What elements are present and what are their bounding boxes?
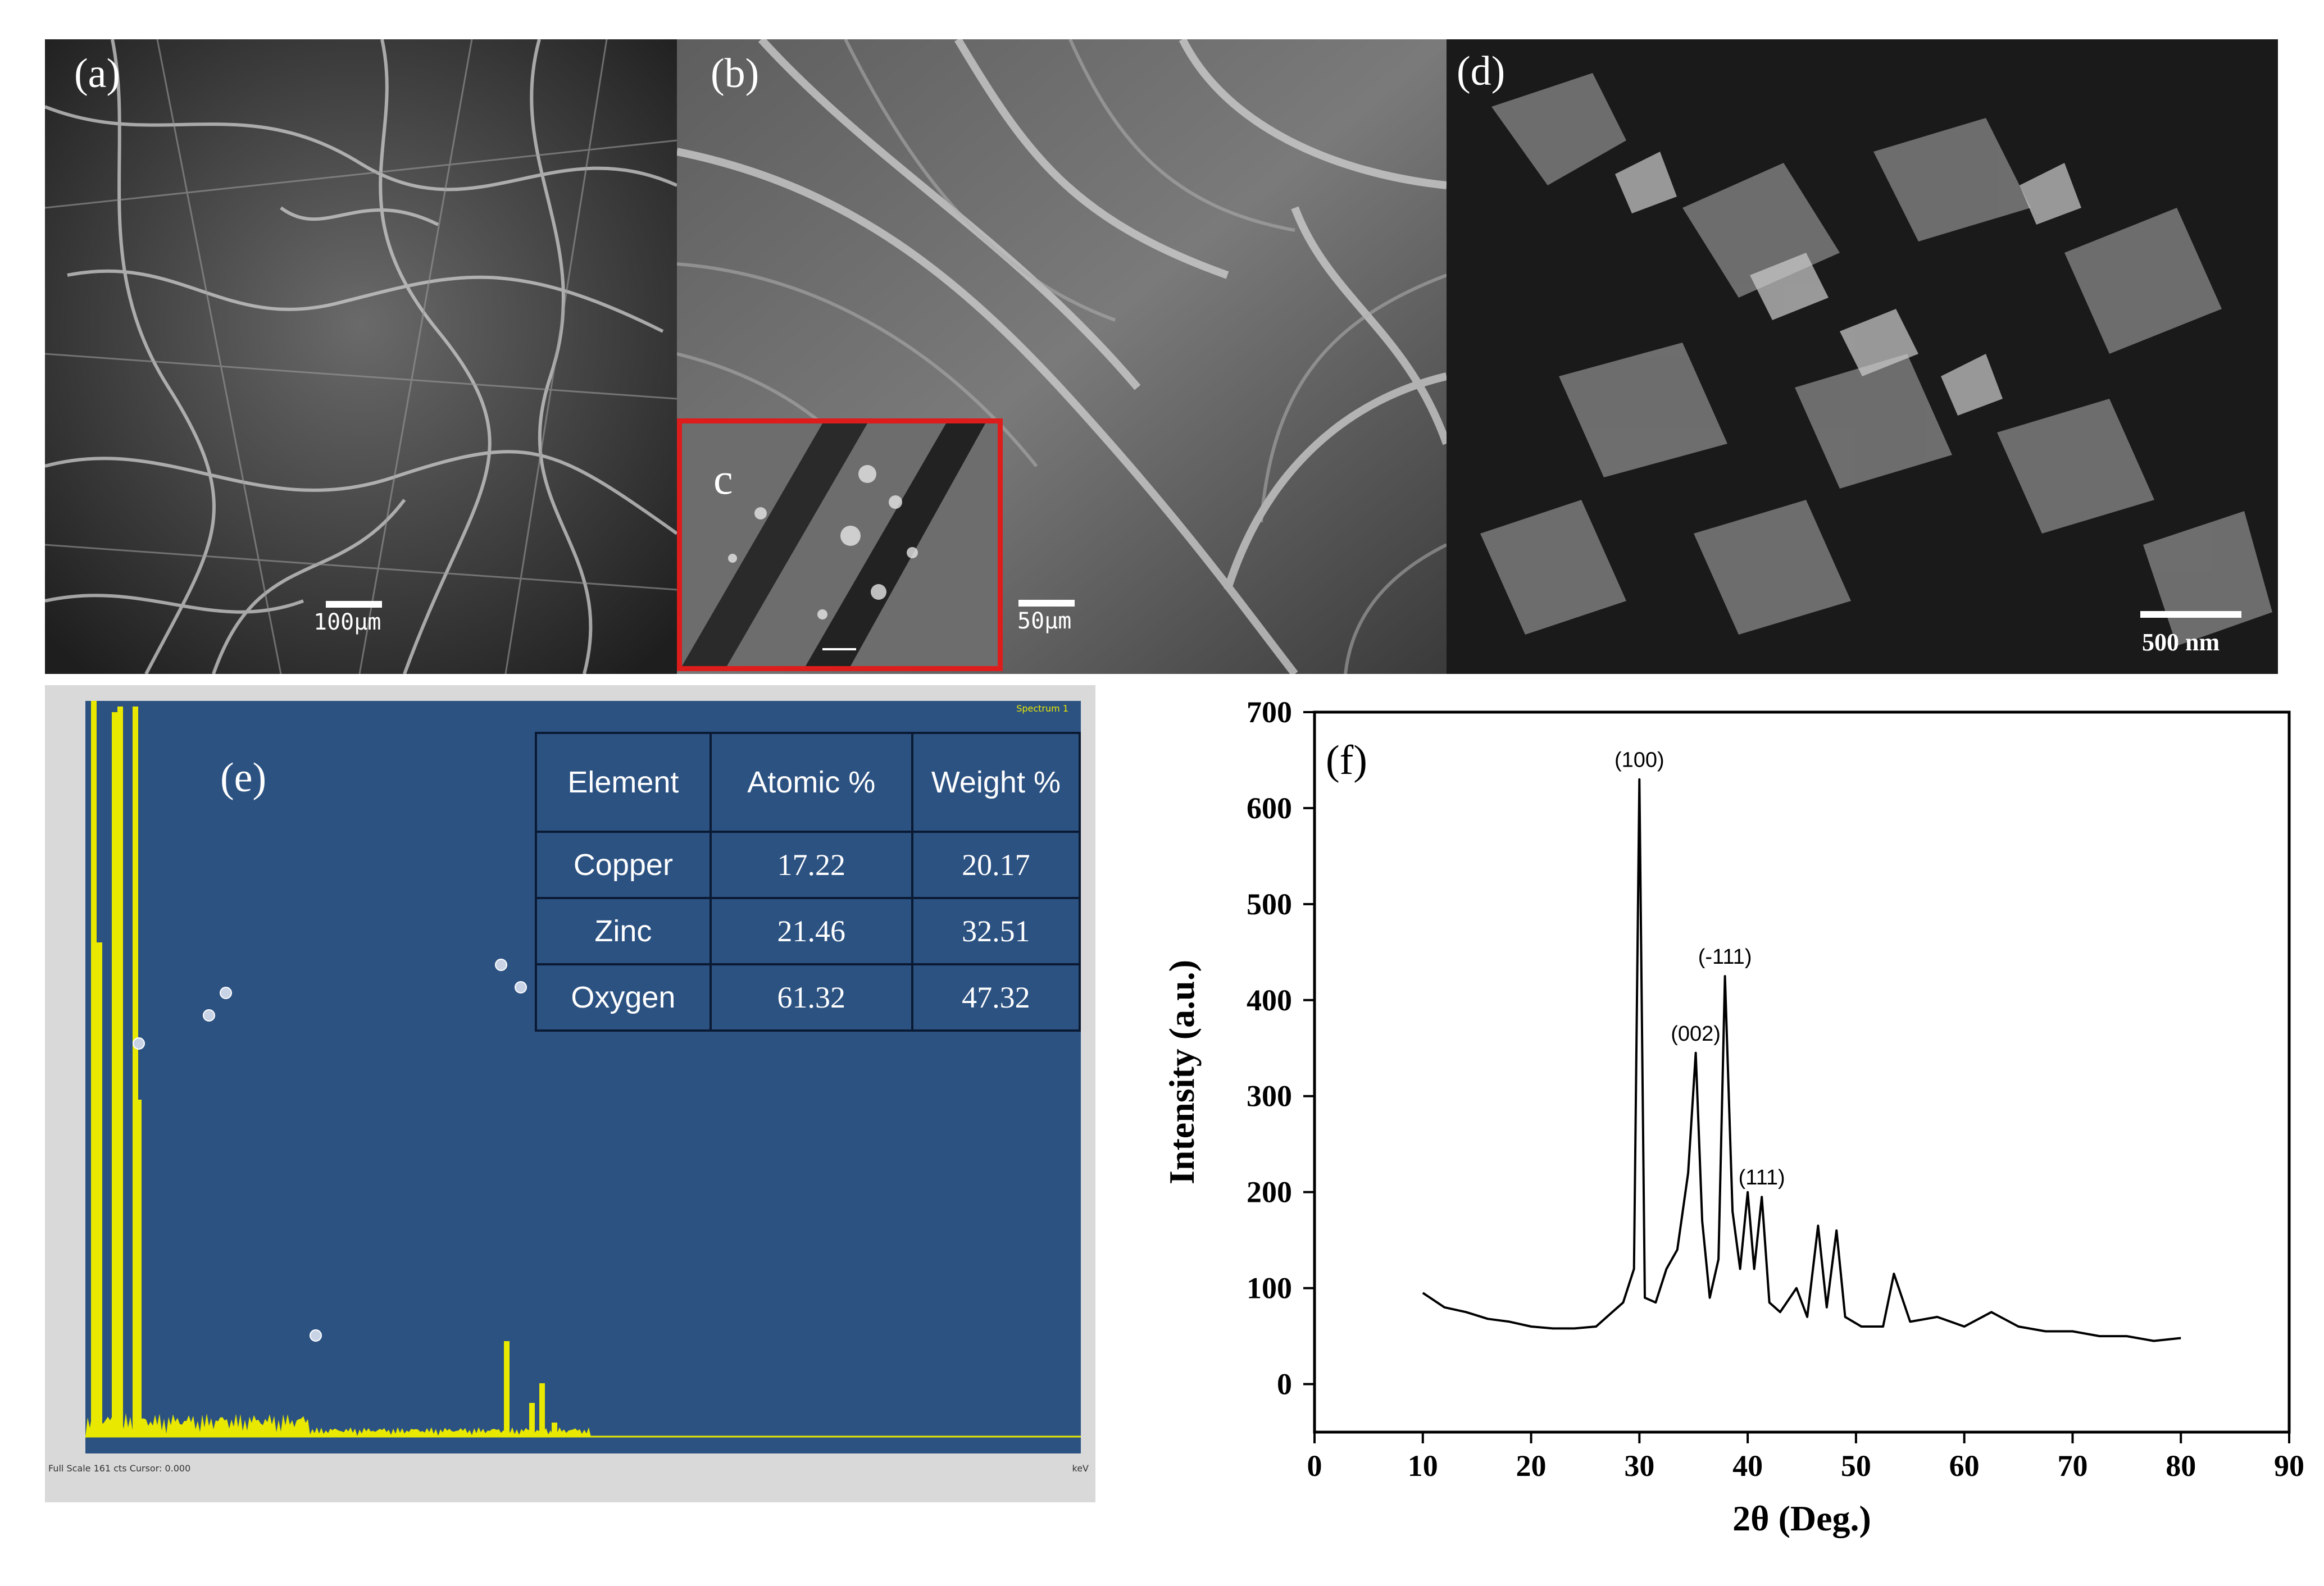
eds-footer: Full Scale 161 cts Cursor: 0.000 — [48, 1463, 191, 1474]
eds-unit: keV — [1072, 1463, 1089, 1474]
panel-label-d: (d) — [1457, 48, 1506, 94]
cell-atomic: 21.46 — [709, 897, 913, 965]
eds-peak — [97, 942, 102, 1437]
sem-image-b: (b) 50μm — [677, 39, 1447, 674]
scale-bar-c — [822, 648, 856, 650]
panel-label-e: (e) — [220, 755, 267, 801]
eds-peak — [91, 701, 97, 1437]
y-tick-label: 300 — [1247, 1079, 1292, 1113]
eds-peak — [529, 1403, 535, 1437]
x-tick-label: 80 — [2166, 1449, 2196, 1483]
x-tick-label: 0 — [1307, 1449, 1322, 1483]
plot-frame — [1313, 710, 2291, 1434]
sem-image-a: (a) 100μm — [45, 39, 677, 674]
table-row: Zinc 21.46 32.51 — [535, 897, 1081, 965]
eds-baseline — [85, 1413, 591, 1437]
y-tick-label: 100 — [1247, 1271, 1292, 1305]
y-tick-label: 500 — [1247, 887, 1292, 921]
xrd-plot: 0 10 20 30 40 50 60 70 80 90 0 100 200 300 400 500 600 70… — [1162, 695, 2304, 1538]
y-axis-label: Intensity (a.u.) — [1162, 960, 1202, 1184]
cell-element: Zinc — [535, 897, 712, 965]
y-tick-label: 700 — [1247, 695, 1292, 729]
x-tick-label: 10 — [1408, 1449, 1438, 1483]
scale-label-d: 500 nm — [2142, 628, 2220, 656]
eds-peak — [112, 712, 117, 1437]
eds-marker-icon — [203, 1009, 215, 1022]
eds-marker-icon — [310, 1329, 322, 1342]
cell-atomic: 61.32 — [709, 963, 913, 1032]
y-tick-label: 0 — [1277, 1368, 1292, 1401]
cell-element: Copper — [535, 831, 712, 899]
fiber-texture-a — [45, 39, 677, 674]
xrd-series-line — [1422, 778, 2181, 1342]
peak-annotation: (-111) — [1698, 945, 1752, 969]
x-tick-label: 30 — [1624, 1449, 1654, 1483]
eds-plot-area: Spectrum 1 (e) Element Atomic % Weight %… — [85, 701, 1081, 1453]
eds-spectrum-label: Spectrum 1 — [1016, 703, 1068, 714]
inset-texture-c — [682, 423, 998, 666]
cell-weight: 47.32 — [911, 963, 1081, 1032]
eds-marker-icon — [133, 1037, 145, 1050]
flake-texture-d — [1447, 39, 2278, 674]
scale-bar-b — [1018, 600, 1075, 607]
cell-weight: 20.17 — [911, 831, 1081, 899]
scale-label-a: 100μm — [313, 609, 381, 635]
eds-spectrum — [85, 701, 1081, 1438]
eds-peak — [133, 707, 138, 1437]
y-tick-label: 600 — [1247, 791, 1292, 825]
eds-peak — [539, 1383, 545, 1437]
eds-peak — [504, 1341, 510, 1437]
eds-spectrum-panel: Spectrum 1 (e) Element Atomic % Weight %… — [45, 685, 1095, 1502]
x-tick-label: 60 — [1949, 1449, 1980, 1483]
header-atomic: Atomic % — [709, 732, 913, 833]
xrd-chart: 0 10 20 30 40 50 60 70 80 90 0 100 200 300 400 500 600 70… — [1140, 685, 2324, 1586]
cell-element: Oxygen — [535, 963, 712, 1032]
header-weight: Weight % — [911, 732, 1081, 833]
eds-marker-icon — [220, 987, 232, 999]
peak-annotation: (111) — [1739, 1166, 1785, 1190]
x-tick-label: 90 — [2274, 1449, 2304, 1483]
table-row: Copper 17.22 20.17 — [535, 831, 1081, 899]
composition-table: Element Atomic % Weight % Copper 17.22 2… — [535, 732, 1081, 1032]
cell-weight: 32.51 — [911, 897, 1081, 965]
eds-peaks — [85, 701, 591, 1437]
x-axis-label: 2θ (Deg.) — [1732, 1498, 1871, 1538]
scale-label-b: 50μm — [1017, 608, 1072, 634]
peak-annotation: (002) — [1671, 1022, 1721, 1046]
eds-marker-icon — [515, 981, 527, 993]
eds-peak — [117, 707, 123, 1437]
peak-annotation: (100) — [1614, 749, 1664, 772]
sem-inset-c: c — [677, 418, 1003, 671]
x-tick-label: 40 — [1732, 1449, 1763, 1483]
panel-label-a: (a) — [74, 51, 121, 97]
scale-bar-a — [326, 601, 382, 608]
header-element: Element — [535, 732, 712, 833]
panel-label-b: (b) — [711, 51, 759, 97]
panel-label-c: c — [713, 454, 733, 503]
x-tick-label: 20 — [1516, 1449, 1547, 1483]
eds-peak — [552, 1423, 557, 1437]
y-tick-label: 400 — [1247, 983, 1292, 1017]
sem-image-d: (d) 500 nm — [1447, 39, 2278, 674]
cell-atomic: 17.22 — [709, 831, 913, 899]
x-tick-label: 50 — [1841, 1449, 1871, 1483]
panel-label-f: (f) — [1326, 737, 1367, 783]
y-tick-label: 200 — [1247, 1175, 1292, 1209]
x-tick-label: 70 — [2057, 1449, 2087, 1483]
eds-peak — [136, 1100, 142, 1437]
table-row: Oxygen 61.32 47.32 — [535, 963, 1081, 1032]
eds-marker-icon — [495, 959, 507, 971]
scale-bar-d — [2140, 611, 2241, 618]
table-header-row: Element Atomic % Weight % — [535, 732, 1081, 833]
